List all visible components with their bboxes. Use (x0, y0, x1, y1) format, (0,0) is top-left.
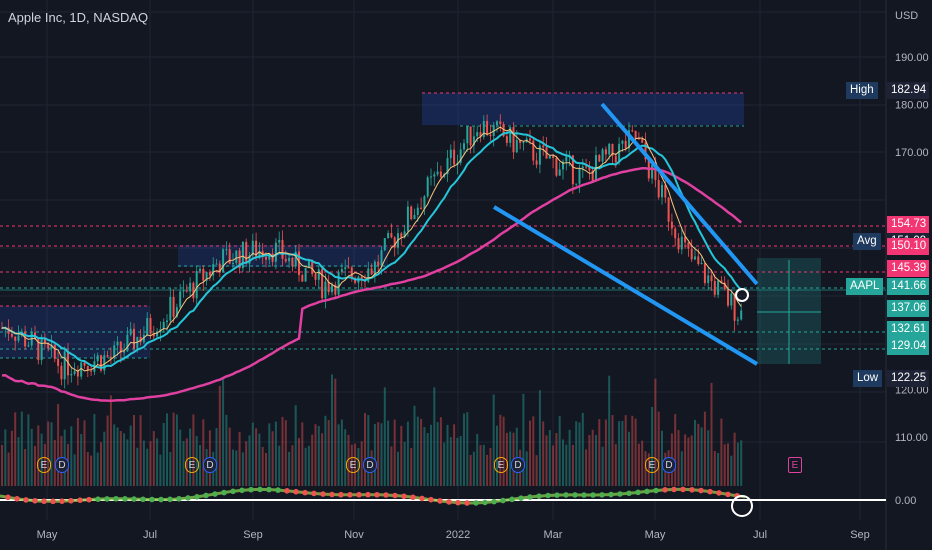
currency-label: USD (895, 10, 919, 22)
earnings-marker[interactable]: E (494, 457, 508, 473)
price-tag-label: Low (853, 370, 883, 388)
wedge-lower-line (492, 205, 759, 366)
x-axis-labels: May Jul Sep Nov 2022 Mar May Jul Sep (37, 529, 870, 541)
price-tag-label: High (846, 82, 878, 100)
oscillator-zero-label: 0.00 (895, 495, 916, 507)
ma-short (1, 126, 742, 372)
y-tick-label: 170.00 (895, 147, 929, 159)
dividend-marker[interactable]: D (662, 457, 676, 473)
oscillator-highlight (731, 495, 753, 517)
price-tag-label: AAPL (846, 278, 884, 296)
grid (0, 0, 886, 520)
earnings-marker[interactable]: E (645, 457, 659, 473)
price-tag-label: Avg (853, 233, 881, 251)
price-tag-value: 141.66 (887, 278, 929, 296)
zone-box-top (422, 93, 744, 125)
price-tag-value: 132.61 (887, 321, 929, 339)
dividend-marker[interactable]: D (511, 457, 525, 473)
y-tick-label: 110.00 (895, 432, 928, 444)
ma-long (1, 167, 742, 402)
earnings-marker[interactable]: E (788, 457, 802, 473)
dividend-marker[interactable]: D (55, 457, 69, 473)
candles (1, 114, 743, 389)
earnings-marker[interactable]: E (185, 457, 199, 473)
volume-bars (1, 374, 743, 486)
price-tag-value: 182.94 (887, 82, 929, 100)
x-tick-label: Nov (344, 529, 364, 541)
oscillator (0, 486, 746, 506)
price-tag-value: 137.06 (887, 299, 929, 317)
y-tick-label: 120.00 (895, 385, 929, 397)
price-tag-value: 145.39 (887, 260, 929, 278)
price-tag-value: 129.04 (887, 338, 929, 356)
wedge-upper-line (600, 102, 759, 286)
y-tick-label: 190.00 (895, 52, 929, 64)
y-tick-label: 180.00 (895, 100, 929, 112)
earnings-marker[interactable]: E (37, 457, 51, 473)
x-tick-label: Jul (753, 529, 767, 541)
price-tag-value: 122.25 (887, 370, 929, 388)
dividend-marker[interactable]: D (203, 457, 217, 473)
earnings-marker[interactable]: E (346, 457, 360, 473)
y-axis-labels: 190.00 180.00 170.00 120.00 110.00 (895, 52, 929, 444)
x-tick-label: Mar (544, 529, 563, 541)
dividend-marker[interactable]: D (363, 457, 377, 473)
price-tag-value: 150.10 (887, 238, 929, 256)
x-tick-label: 2022 (446, 529, 470, 541)
x-tick-label: Sep (850, 529, 870, 541)
breakout-marker (735, 288, 749, 302)
x-tick-label: Jul (143, 529, 157, 541)
x-tick-label: Sep (243, 529, 263, 541)
chart-title: Apple Inc, 1D, NASDAQ (8, 10, 149, 25)
price-tag-value: 154.73 (887, 216, 929, 234)
x-tick-label: May (645, 529, 666, 541)
x-tick-label: May (37, 529, 58, 541)
